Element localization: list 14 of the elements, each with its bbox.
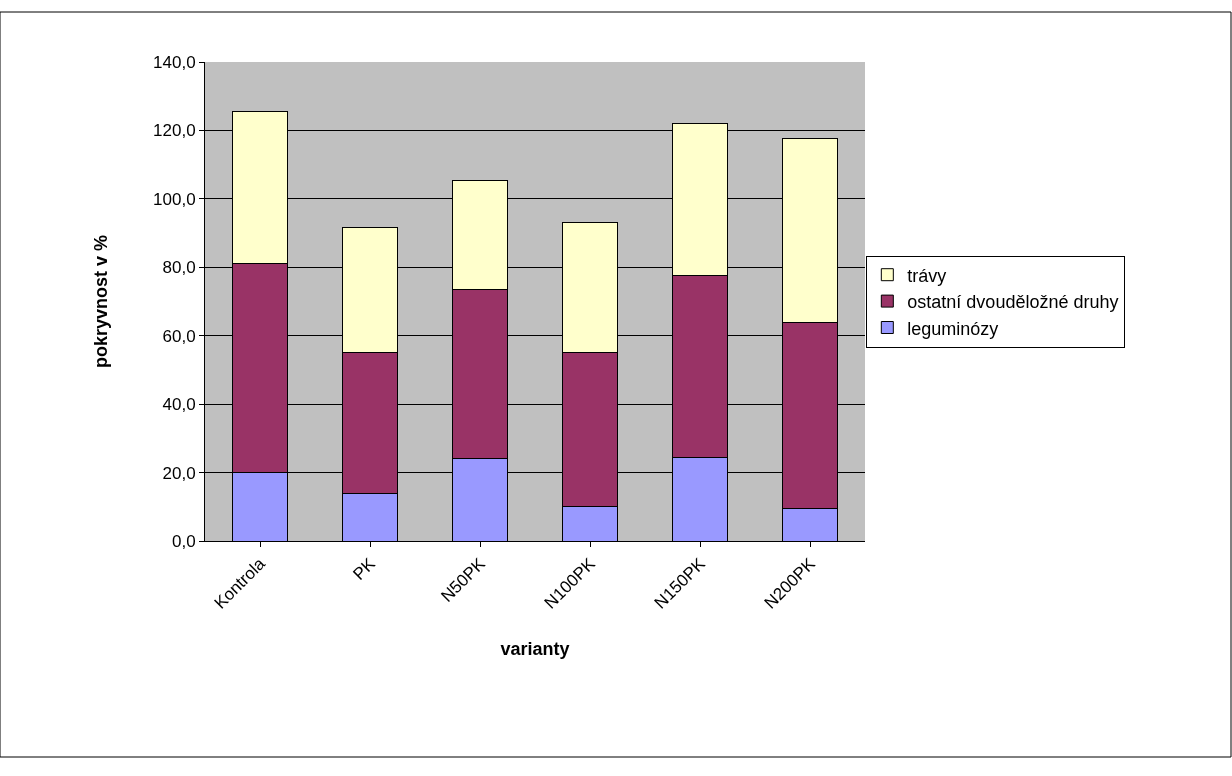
legend-label: leguminózy: [907, 318, 999, 339]
legend-label: ostatní dvouděložné druhy: [907, 292, 1119, 313]
y-tick-label: 120,0: [153, 121, 196, 141]
y-tick-label: 0,0: [171, 531, 196, 551]
y-tick-label: 80,0: [162, 258, 196, 278]
y-tick-label: 140,0: [153, 52, 196, 72]
y-tick-label: 20,0: [162, 463, 196, 483]
y-tick-label: 100,0: [153, 189, 196, 209]
y-tick-label: 60,0: [162, 326, 196, 346]
y-tick-label: 40,0: [162, 395, 196, 415]
y-axis-title: pokryvnost v %: [91, 234, 112, 369]
legend-label: trávy: [907, 265, 947, 286]
x-tick-label: PK: [349, 553, 380, 584]
x-axis-title: varianty: [500, 638, 570, 659]
